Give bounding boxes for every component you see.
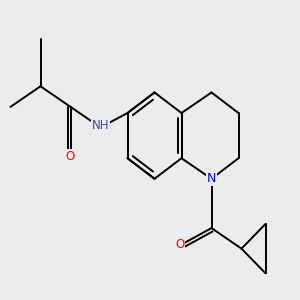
Text: N: N xyxy=(207,172,216,185)
Text: O: O xyxy=(66,150,75,163)
Text: O: O xyxy=(176,238,184,251)
Text: NH: NH xyxy=(92,119,109,132)
